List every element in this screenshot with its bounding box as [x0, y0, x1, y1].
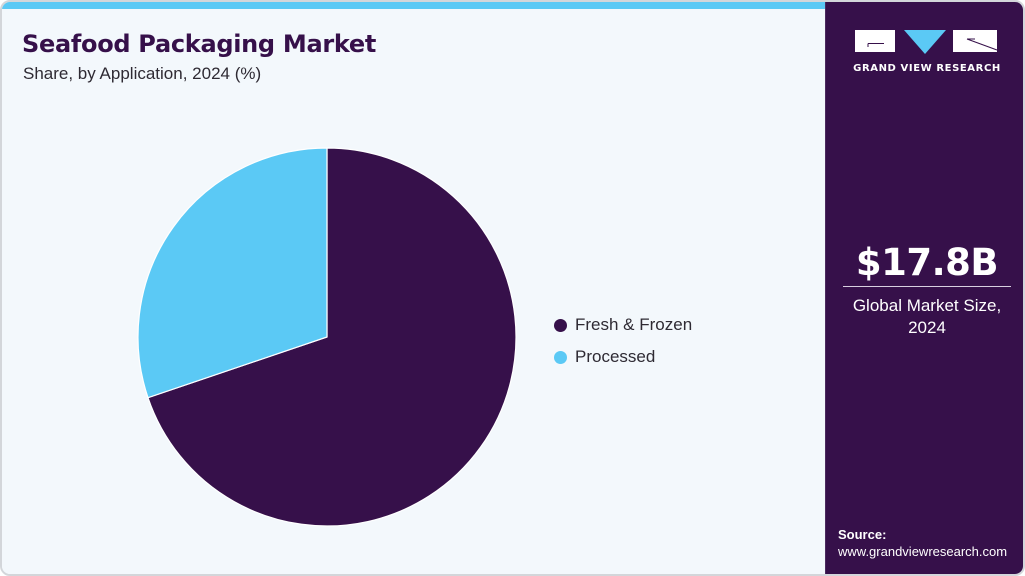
source-link[interactable]: www.grandviewresearch.com [838, 544, 1008, 559]
chart-subtitle: Share, by Application, 2024 (%) [23, 64, 262, 83]
grand-view-research-logo-icon [855, 30, 998, 54]
legend: Fresh & Frozen Processed [554, 309, 692, 373]
pie-slice-fresh-frozen [147, 147, 517, 527]
logo-text: GRAND VIEW RESEARCH [853, 63, 1001, 74]
sidebar-panel: GRAND VIEW RESEARCH $17.8B Global Market… [825, 2, 1023, 574]
chart-area: Seafood Packaging Market Share, by Appli… [2, 9, 825, 574]
legend-item-processed: Processed [554, 341, 692, 373]
accent-bar [2, 2, 825, 9]
legend-dot-icon [554, 318, 567, 332]
pie-slice-processed [137, 147, 328, 399]
market-size-label: Global Market Size, 2024 [826, 295, 1023, 339]
source-label: Source: [838, 527, 887, 542]
legend-label: Processed [575, 347, 656, 366]
pie-chart [136, 146, 518, 528]
legend-label: Fresh & Frozen [575, 315, 693, 334]
market-size-label-line2: 2024 [908, 318, 946, 337]
legend-dot-icon [554, 350, 567, 364]
chart-title: Seafood Packaging Market [22, 30, 377, 58]
market-size-label-line1: Global Market Size, [852, 296, 1002, 315]
divider [843, 286, 1011, 287]
legend-item-fresh-frozen: Fresh & Frozen [554, 309, 692, 341]
market-size-value: $17.8B [855, 241, 999, 284]
pie-svg [137, 147, 517, 527]
